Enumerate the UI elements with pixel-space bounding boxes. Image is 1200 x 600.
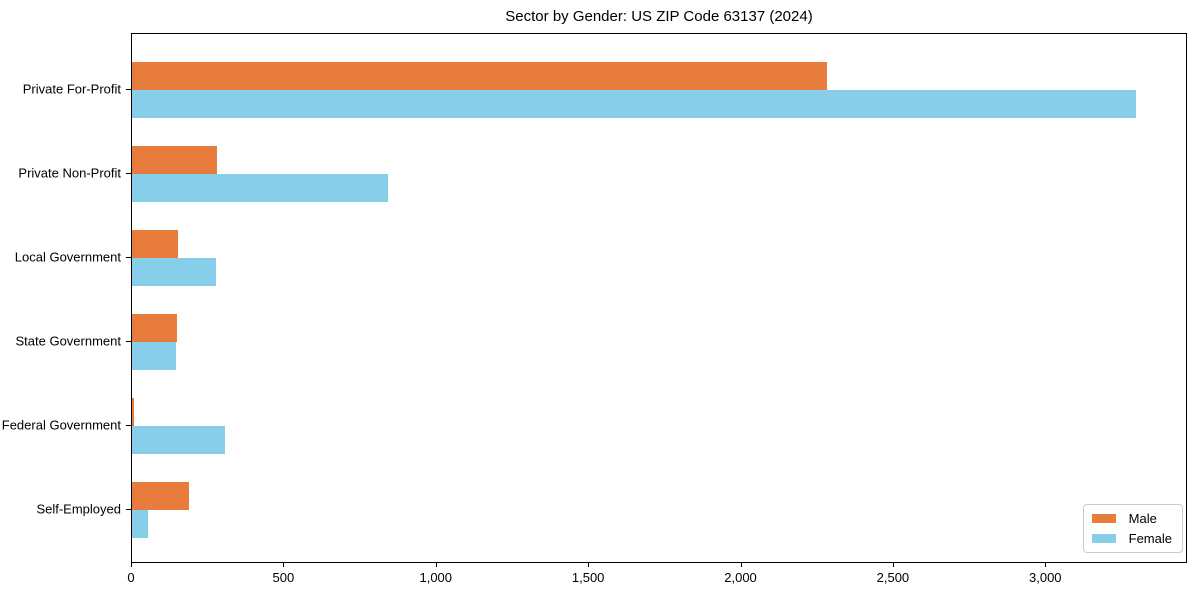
y-tick-label-local-government: Local Government (14, 249, 121, 265)
bar-female-private-non-profit (132, 174, 389, 202)
x-tick-mark (131, 563, 132, 567)
y-tick-mark (126, 425, 131, 426)
legend-label: Male (1128, 511, 1157, 526)
x-tick-mark (283, 563, 285, 567)
plot-area: Male Female (131, 33, 1187, 563)
y-tick-mark (126, 89, 131, 90)
legend-swatch-female (1091, 534, 1116, 543)
y-tick-mark (126, 257, 131, 258)
chart-title: Sector by Gender: US ZIP Code 63137 (202… (505, 8, 813, 25)
legend-swatch-male (1091, 514, 1116, 523)
x-tick-mark (892, 563, 894, 567)
bar-male-self-employed (132, 482, 190, 510)
x-axis: 0 500 1,000 1,500 2,000 2,500 3,000 (127, 563, 1187, 595)
x-tick-label: 2,000 (724, 570, 757, 585)
y-tick-label-federal-government: Federal Government (1, 417, 121, 433)
x-tick-mark (740, 563, 742, 567)
y-tick-mark (126, 173, 131, 174)
bar-male-state-government (132, 314, 178, 342)
legend-entry-female: Female (1091, 531, 1172, 546)
x-tick-label: 500 (272, 570, 295, 585)
x-tick-label: 1,000 (419, 570, 453, 585)
y-axis-labels: Private For-Profit Private Non-Profit Loca… (0, 33, 121, 563)
x-tick-mark (588, 563, 590, 567)
x-tick-label: 1,500 (571, 570, 605, 585)
legend-entry-male: Male (1091, 511, 1172, 526)
y-tick-mark (126, 341, 131, 342)
x-tick-label: 3,000 (1029, 570, 1062, 585)
bar-male-local-government (132, 230, 178, 258)
y-tick-label-self-employed: Self-Employed (36, 501, 121, 517)
x-tick-label: 2,500 (876, 570, 910, 585)
bar-female-private-for-profit (132, 90, 1136, 118)
y-tick-mark (126, 509, 131, 510)
y-tick-label-private-non-profit: Private Non-Profit (18, 165, 121, 181)
x-tick-label: 0 (127, 570, 135, 585)
bar-female-federal-government (132, 426, 226, 454)
y-tick-label-state-government: State Government (15, 333, 122, 349)
bar-female-local-government (132, 258, 216, 286)
bar-female-state-government (132, 342, 177, 370)
bar-male-private-for-profit (132, 62, 828, 90)
y-tick-label-private-for-profit: Private For-Profit (22, 81, 121, 97)
bar-male-federal-government (132, 398, 135, 426)
x-tick-mark (1045, 563, 1047, 567)
bar-male-private-non-profit (132, 146, 218, 174)
x-tick-mark (435, 563, 437, 567)
legend: Male Female (1082, 504, 1183, 553)
bar-female-self-employed (132, 510, 149, 538)
legend-label: Female (1128, 531, 1172, 546)
